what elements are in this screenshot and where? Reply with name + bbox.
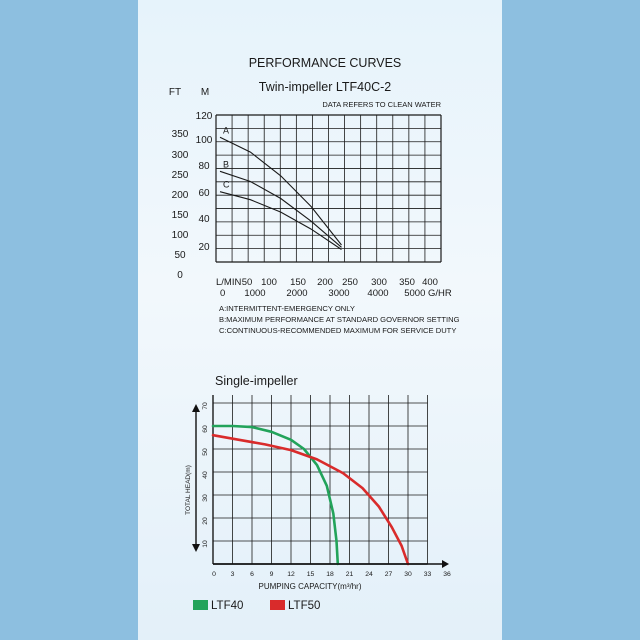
legend-swatch-ltf40	[193, 600, 208, 610]
x-lmin-unit: L/MIN	[216, 277, 241, 288]
chart-title-single: Single-impeller	[215, 374, 298, 388]
bottom-curves	[211, 424, 410, 566]
x-ghr-tick: 3000	[328, 288, 349, 299]
m-tick-label: 120	[196, 111, 213, 122]
x-ghr-tick: 4000	[367, 288, 388, 299]
bottom-y-tick: 20	[202, 517, 209, 525]
curve-note: C:CONTINUOUS-RECOMMENDED MAXIMUM FOR SER…	[219, 326, 456, 335]
x-lmin-tick: 50	[242, 277, 253, 288]
bottom-x-tick: 18	[326, 571, 334, 578]
bottom-x-tick: 12	[287, 571, 295, 578]
curve-notes: A:INTERMITTENT-EMERGENCY ONLY B:MAXIMUM P…	[219, 304, 460, 335]
ft-tick-label: 0	[177, 270, 183, 281]
bottom-y-tick: 50	[202, 448, 209, 456]
ft-tick-label: 50	[174, 250, 186, 261]
curve-c	[219, 191, 342, 250]
bottom-x-tick: 27	[385, 571, 393, 578]
bottom-y-tick: 30	[202, 494, 209, 502]
top-curves	[219, 136, 342, 250]
legend-label-ltf50: LTF50	[288, 600, 320, 612]
bottom-x-tick: 0	[212, 571, 216, 578]
bottom-y-tick: 60	[202, 425, 209, 433]
x-ghr-tick: 1000	[244, 288, 265, 299]
x-ghr-tick: 2000	[286, 288, 307, 299]
ft-tick-label: 150	[172, 210, 189, 221]
x-lmin-tick: 150	[290, 277, 306, 288]
x-ghr-tick: 5000 G/HR	[404, 288, 452, 299]
single-impeller-chart: Single-impeller 0 3 6 9 12 15 18 21 24 27 30 33 36 1…	[185, 374, 451, 612]
twin-impeller-chart: PERFORMANCE CURVES Twin-impeller LTF40C-…	[169, 56, 460, 335]
x-axis-label: PUMPING CAPACITY(m³/hr)	[259, 582, 362, 591]
x-ghr-tick: 0	[220, 288, 225, 299]
chart-subtitle: Twin-impeller LTF40C-2	[259, 80, 391, 94]
x-lmin-axis: 50 100 150 200 250 300 350 400	[242, 277, 438, 288]
bottom-y-tick: 70	[202, 402, 209, 410]
x-lmin-tick: 250	[342, 277, 358, 288]
y-axis-arrow-down	[192, 544, 200, 552]
legend-label-ltf40: LTF40	[211, 600, 243, 612]
bottom-x-tick: 33	[424, 571, 432, 578]
bottom-grid	[212, 395, 428, 565]
bottom-x-tick: 30	[404, 571, 412, 578]
m-unit-label: M	[201, 87, 209, 98]
data-note: DATA REFERS TO CLEAN WATER	[322, 100, 441, 109]
bottom-x-tick: 6	[250, 571, 254, 578]
bottom-y-tick: 40	[202, 471, 209, 479]
x-axis-arrow	[442, 560, 449, 568]
m-tick-label: 100	[196, 135, 213, 146]
curve-ltf50	[211, 433, 410, 566]
chart-title: PERFORMANCE CURVES	[249, 56, 402, 70]
ft-tick-label: 350	[172, 129, 189, 140]
curve-label-b: B	[223, 159, 229, 169]
bottom-y-tick: 10	[202, 540, 209, 548]
ft-axis: 350 300 250 200 150 100 50 0	[172, 129, 189, 281]
bottom-x-tick: 15	[307, 571, 315, 578]
ft-unit-label: FT	[169, 87, 181, 98]
curve-b	[219, 170, 342, 248]
x-lmin-tick: 200	[317, 277, 333, 288]
ft-tick-label: 300	[172, 150, 189, 161]
bottom-x-axis: 0 3 6 9 12 15 18 21 24 27 30 33 36	[212, 571, 451, 578]
x-lmin-tick: 300	[371, 277, 387, 288]
ft-tick-label: 200	[172, 190, 189, 201]
m-tick-label: 40	[198, 214, 210, 225]
bottom-x-tick: 9	[270, 571, 274, 578]
m-tick-label: 60	[198, 188, 210, 199]
x-lmin-tick: 350	[399, 277, 415, 288]
bottom-y-axis: 10 20 30 40 50 60 70	[202, 402, 209, 548]
curve-a	[219, 136, 342, 246]
m-axis: 120 100 80 60 40 20	[196, 111, 213, 253]
legend: LTF40 LTF50	[193, 600, 320, 612]
top-grid	[215, 114, 442, 263]
bottom-x-tick: 21	[346, 571, 354, 578]
x-lmin-tick: 400	[422, 277, 438, 288]
y-axis-label: TOTAL HEAD(m)	[185, 465, 192, 515]
curve-label-c: C	[223, 180, 230, 190]
top-curve-labels: A B C	[223, 125, 230, 189]
ft-tick-label: 100	[172, 230, 189, 241]
legend-swatch-ltf50	[270, 600, 285, 610]
bottom-x-tick: 3	[231, 571, 235, 578]
x-lmin-tick: 100	[261, 277, 277, 288]
x-ghr-axis: 0 1000 2000 3000 4000 5000 G/HR	[220, 288, 452, 299]
curve-note: B:MAXIMUM PERFORMANCE AT STANDARD GOVERN…	[219, 315, 460, 324]
bottom-axes-arrows	[192, 404, 449, 568]
y-axis-arrow-up	[192, 404, 200, 412]
chart-panel	[138, 0, 502, 640]
m-tick-label: 20	[198, 242, 210, 253]
curve-ltf40	[211, 424, 340, 566]
curve-note: A:INTERMITTENT-EMERGENCY ONLY	[219, 304, 355, 313]
bottom-x-tick: 36	[443, 571, 451, 578]
ft-tick-label: 250	[172, 170, 189, 181]
m-tick-label: 80	[198, 161, 210, 172]
curve-label-a: A	[223, 125, 229, 135]
bottom-x-tick: 24	[365, 571, 373, 578]
